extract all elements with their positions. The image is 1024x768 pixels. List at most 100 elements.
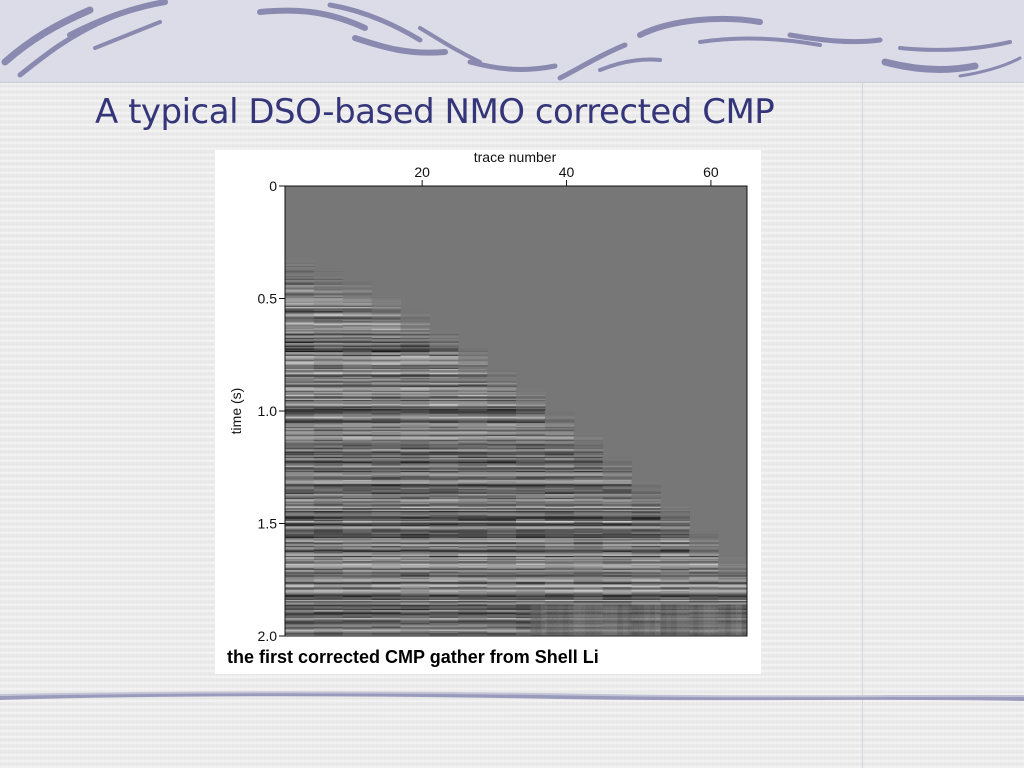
reflection-band: [371, 628, 402, 631]
reflection-band: [573, 437, 604, 440]
reflection-band: [429, 423, 459, 425]
reflection-band: [285, 629, 315, 632]
reflection-band: [342, 344, 373, 347]
reflection-band: [573, 459, 604, 462]
reflection-band: [400, 596, 430, 598]
reflection-band: [371, 546, 402, 549]
reflection-band: [458, 528, 488, 531]
reflection-band: [458, 384, 488, 387]
reflection-band: [516, 457, 546, 460]
reflection-band: [400, 487, 430, 490]
reflection-band: [544, 549, 575, 552]
reflection-band: [516, 554, 546, 557]
reflection-band: [342, 332, 373, 335]
reflection-band: [516, 577, 546, 580]
reflection-band: [285, 332, 315, 335]
reflection-band: [458, 452, 488, 455]
reflection-band: [429, 512, 459, 514]
reflection-band: [458, 394, 488, 397]
reflection-band: [429, 374, 459, 376]
reflection-band: [458, 362, 488, 365]
reflection-band: [400, 620, 430, 623]
reflection-band: [342, 562, 373, 565]
seismic-traces: [285, 256, 747, 636]
reflection-band: [487, 429, 517, 432]
reflection-band: [429, 596, 459, 598]
reflection-band: [285, 374, 315, 376]
reflection-band: [371, 349, 402, 352]
trace-column: [600, 604, 607, 636]
reflection-band: [371, 490, 402, 493]
reflection-band: [544, 441, 575, 444]
reflection-band: [400, 430, 430, 433]
reflection-band: [631, 479, 661, 482]
reflection-band: [342, 579, 373, 582]
reflection-band: [602, 572, 633, 575]
reflection-band: [429, 362, 459, 365]
reflection-band: [313, 272, 344, 275]
reflection-band: [371, 436, 402, 438]
reflection-band: [285, 500, 315, 503]
reflection-band: [458, 366, 488, 369]
reflection-band: [544, 575, 575, 578]
reflection-band: [602, 527, 633, 530]
reflection-band: [458, 380, 488, 383]
reflection-band: [631, 523, 661, 526]
reflection-band: [689, 544, 719, 547]
reflection-band: [285, 396, 315, 398]
reflection-band: [371, 343, 402, 345]
reflection-band: [371, 505, 402, 508]
reflection-band: [400, 634, 430, 636]
reflection-band: [516, 505, 546, 508]
reflection-band: [313, 335, 344, 338]
reflection-band: [516, 567, 546, 570]
reflection-band: [371, 412, 402, 415]
reflection-band: [400, 474, 430, 477]
reflection-band: [400, 445, 430, 447]
reflection-band: [516, 454, 546, 456]
reflection-band: [400, 579, 430, 582]
reflection-band: [487, 605, 517, 607]
reflection-band: [313, 322, 344, 325]
reflection-band: [313, 447, 344, 450]
reflection-band: [429, 339, 459, 342]
reflection-band: [313, 341, 344, 344]
reflection-band: [516, 394, 546, 397]
reflection-band: [285, 531, 315, 534]
reflection-band: [631, 499, 661, 502]
reflection-band: [371, 379, 402, 382]
reflection-band: [429, 338, 459, 340]
reflection-band: [285, 541, 315, 544]
reflection-band: [487, 419, 517, 422]
reflection-band: [429, 510, 459, 513]
reflection-band: [458, 554, 488, 557]
reflection-band: [285, 436, 315, 438]
reflection-band: [660, 586, 690, 589]
reflection-band: [487, 548, 517, 551]
reflection-band: [544, 415, 575, 418]
reflection-band: [660, 530, 690, 533]
reflection-band: [400, 448, 430, 451]
reflection-band: [544, 427, 575, 429]
reflection-band: [573, 571, 604, 574]
reflection-band: [631, 598, 661, 601]
reflection-band: [458, 574, 488, 576]
reflection-band: [400, 374, 430, 376]
reflection-band: [487, 610, 517, 612]
reflection-band: [342, 607, 373, 610]
reflection-band: [285, 309, 315, 312]
reflection-band: [516, 512, 546, 514]
reflection-band: [544, 438, 575, 441]
reflection-band: [342, 283, 373, 286]
reflection-band: [285, 479, 315, 482]
reflection-band: [342, 327, 373, 330]
reflection-band: [313, 331, 344, 334]
reflection-band: [342, 372, 373, 375]
reflection-band: [660, 540, 690, 543]
reflection-band: [573, 477, 604, 480]
reflection-band: [342, 586, 373, 589]
reflection-band: [313, 452, 344, 455]
reflection-band: [342, 285, 373, 287]
reflection-band: [516, 424, 546, 427]
reflection-band: [342, 282, 373, 285]
